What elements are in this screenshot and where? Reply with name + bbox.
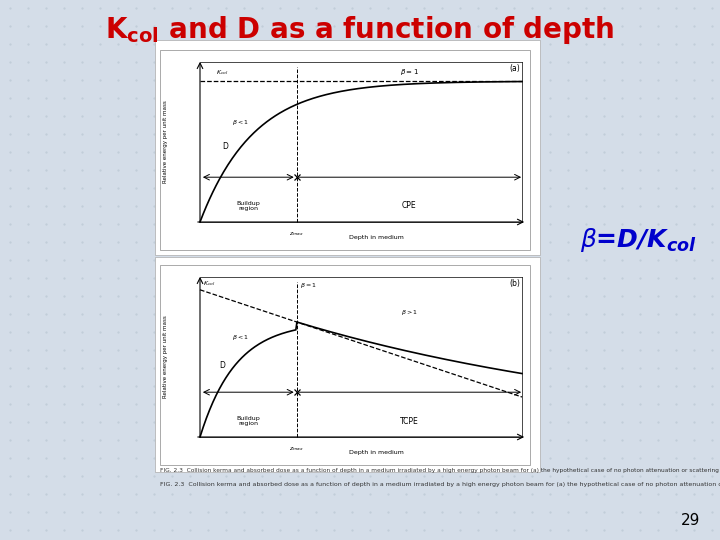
Text: Relative energy per unit mass: Relative energy per unit mass — [163, 100, 168, 184]
Text: D: D — [220, 361, 225, 369]
Text: (b): (b) — [509, 279, 520, 288]
Bar — [155, 257, 540, 472]
Text: CPE: CPE — [402, 201, 417, 211]
Text: Depth in medium: Depth in medium — [348, 450, 403, 455]
Text: TCPE: TCPE — [400, 416, 418, 426]
Text: (a): (a) — [509, 64, 520, 73]
Text: Buildup
region: Buildup region — [236, 416, 260, 427]
Text: $\beta < 1$: $\beta < 1$ — [232, 333, 249, 342]
Text: Depth in medium: Depth in medium — [348, 235, 403, 240]
Text: $\beta > 1$: $\beta > 1$ — [401, 308, 418, 316]
Text: $\beta = 1$: $\beta = 1$ — [400, 67, 419, 77]
Text: $K_{col}$: $K_{col}$ — [203, 279, 215, 288]
Text: 29: 29 — [680, 513, 700, 528]
Text: $\beta$=D/K$_{\mathregular{col}}$: $\beta$=D/K$_{\mathregular{col}}$ — [580, 226, 697, 254]
Text: FIG. 2.3  Collision kerma and absorbed dose as a function of depth in a medium i: FIG. 2.3 Collision kerma and absorbed do… — [160, 468, 720, 473]
Text: Buildup
region: Buildup region — [236, 200, 260, 211]
Text: $z_{max}$: $z_{max}$ — [289, 445, 304, 453]
Text: FIG. 2.3  Collision kerma and absorbed dose as a function of depth in a medium i: FIG. 2.3 Collision kerma and absorbed do… — [160, 482, 720, 487]
Text: K$_{\mathregular{col}}$ and D as a function of depth: K$_{\mathregular{col}}$ and D as a funct… — [105, 14, 615, 46]
Text: Relative energy per unit mass: Relative energy per unit mass — [163, 315, 168, 399]
Text: D: D — [222, 143, 228, 151]
Bar — [160, 265, 530, 465]
Text: $\beta = 1$: $\beta = 1$ — [300, 281, 317, 290]
Bar — [160, 50, 530, 250]
Text: $\beta < 1$: $\beta < 1$ — [232, 118, 249, 127]
Bar — [155, 40, 540, 255]
Text: $z_{max}$: $z_{max}$ — [289, 230, 304, 238]
Text: $K_{col}$: $K_{col}$ — [216, 68, 228, 77]
